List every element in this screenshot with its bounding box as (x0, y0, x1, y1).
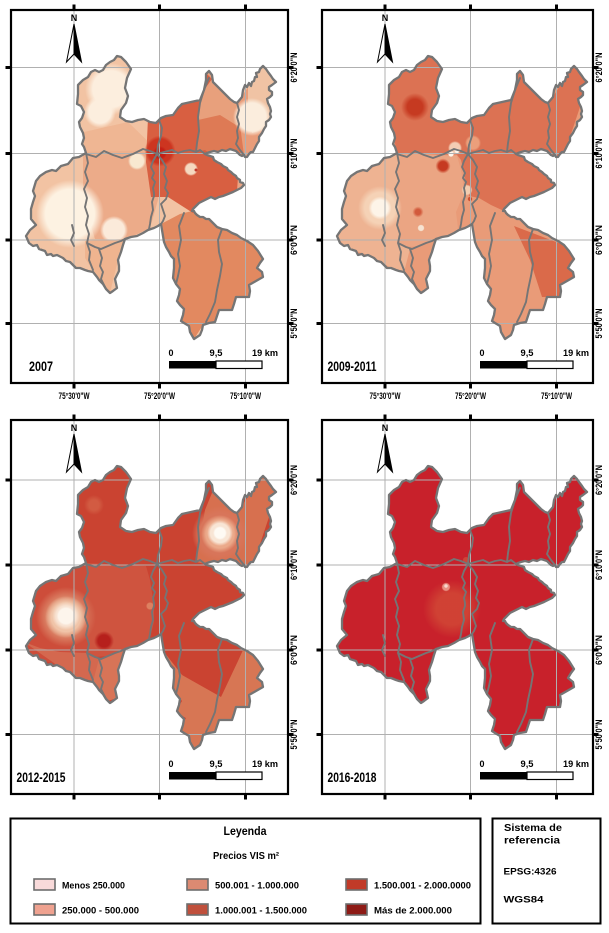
svg-text:9,5: 9,5 (210, 759, 224, 770)
svg-text:19 km: 19 km (563, 759, 589, 770)
svg-text:N: N (382, 13, 389, 23)
svg-text:6°20'0"N: 6°20'0"N (594, 465, 605, 495)
svg-text:75°20'0"W: 75°20'0"W (455, 391, 486, 402)
svg-text:0: 0 (480, 348, 485, 359)
svg-text:9,5: 9,5 (521, 348, 535, 359)
svg-text:6°20'0"N: 6°20'0"N (594, 52, 605, 82)
svg-text:0: 0 (480, 759, 485, 770)
svg-text:5°50'0"N: 5°50'0"N (594, 719, 605, 749)
svg-text:EPSG:4326: EPSG:4326 (504, 867, 557, 878)
svg-text:1.000.001 - 1.500.000: 1.000.001 - 1.500.000 (215, 906, 307, 917)
svg-text:0: 0 (169, 759, 174, 770)
svg-text:Menos 250.000: Menos 250.000 (62, 881, 125, 892)
svg-text:2012-2015: 2012-2015 (17, 770, 66, 785)
svg-text:0: 0 (169, 348, 174, 359)
svg-text:1.500.001 - 2.000.0000: 1.500.001 - 2.000.0000 (374, 881, 471, 892)
svg-text:6°10'0"N: 6°10'0"N (594, 138, 605, 168)
svg-text:250.000 - 500.000: 250.000 - 500.000 (62, 906, 139, 917)
svg-text:2007: 2007 (29, 359, 53, 374)
svg-text:500.001 - 1.000.000: 500.001 - 1.000.000 (215, 881, 299, 892)
svg-text:75°10'0"W: 75°10'0"W (230, 391, 261, 402)
svg-text:WGS84: WGS84 (504, 895, 545, 906)
svg-text:Precios VIS m²: Precios VIS m² (213, 850, 279, 862)
svg-text:75°30'0"W: 75°30'0"W (59, 391, 90, 402)
svg-text:Más de 2.000.000: Más de 2.000.000 (374, 906, 452, 917)
svg-text:19 km: 19 km (252, 759, 278, 770)
svg-text:9,5: 9,5 (521, 759, 535, 770)
svg-text:5°50'0"N: 5°50'0"N (594, 308, 605, 338)
svg-text:6°10'0"N: 6°10'0"N (289, 138, 300, 168)
svg-text:6°20'0"N: 6°20'0"N (289, 52, 300, 82)
svg-text:6°0'0"N: 6°0'0"N (289, 225, 300, 255)
svg-text:2009-2011: 2009-2011 (328, 359, 377, 374)
svg-text:19 km: 19 km (563, 348, 589, 359)
svg-text:2016-2018: 2016-2018 (328, 770, 377, 785)
svg-text:6°0'0"N: 6°0'0"N (289, 635, 300, 665)
svg-text:6°10'0"N: 6°10'0"N (594, 550, 605, 580)
svg-text:75°30'0"W: 75°30'0"W (370, 391, 401, 402)
svg-text:N: N (71, 13, 78, 23)
svg-text:75°20'0"W: 75°20'0"W (144, 391, 175, 402)
svg-text:19 km: 19 km (252, 348, 278, 359)
svg-text:Sistema de: Sistema de (504, 823, 562, 834)
svg-text:6°0'0"N: 6°0'0"N (594, 635, 605, 665)
svg-text:5°50'0"N: 5°50'0"N (289, 719, 300, 749)
svg-text:N: N (382, 423, 389, 433)
svg-text:75°10'0"W: 75°10'0"W (541, 391, 572, 402)
svg-text:Leyenda: Leyenda (224, 824, 267, 838)
svg-text:referencia: referencia (504, 836, 561, 847)
svg-text:N: N (71, 423, 78, 433)
svg-text:5°50'0"N: 5°50'0"N (289, 308, 300, 338)
svg-text:9,5: 9,5 (210, 348, 224, 359)
svg-text:6°20'0"N: 6°20'0"N (289, 465, 300, 495)
svg-text:6°0'0"N: 6°0'0"N (594, 225, 605, 255)
svg-text:6°10'0"N: 6°10'0"N (289, 550, 300, 580)
